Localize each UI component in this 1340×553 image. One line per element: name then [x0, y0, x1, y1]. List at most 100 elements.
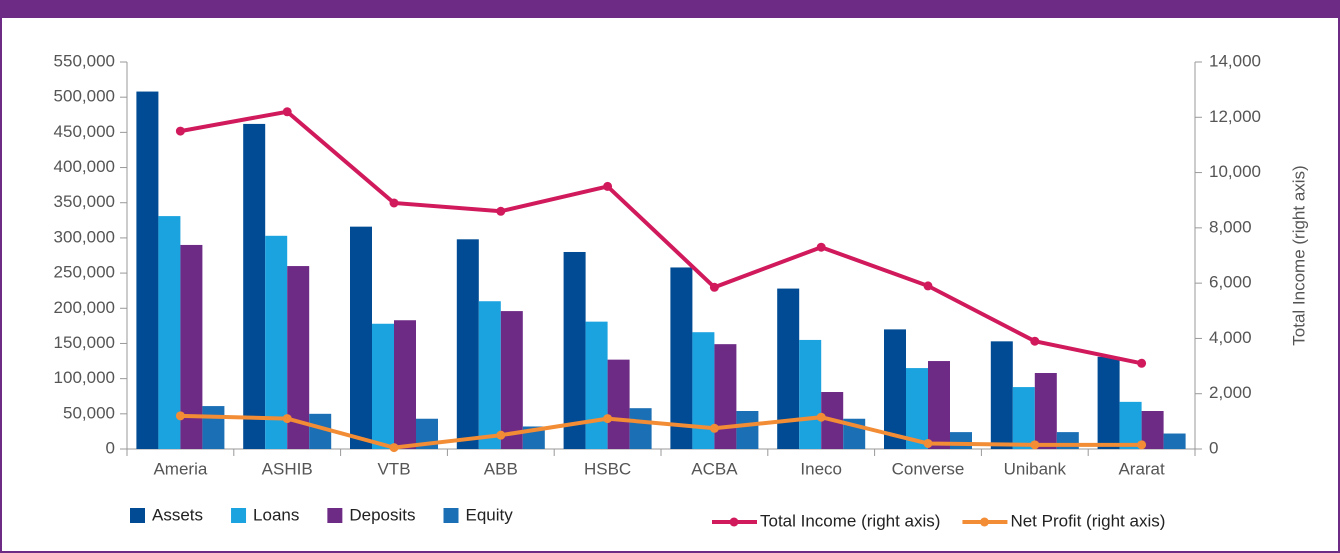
- bar: [1163, 433, 1186, 449]
- bar: [928, 361, 950, 449]
- point: [389, 443, 399, 453]
- x-tick-label: Ararat: [1118, 459, 1165, 478]
- y2-tick-label: 10,000: [1209, 162, 1261, 181]
- bar: [500, 311, 523, 449]
- bar: [265, 235, 288, 449]
- point: [709, 423, 719, 433]
- point: [496, 430, 506, 440]
- y-tick-label: 250,000: [54, 263, 115, 282]
- legend-swatch: [443, 508, 459, 523]
- bar: [394, 320, 416, 449]
- bar: [243, 123, 266, 450]
- y-tick-label: 100,000: [54, 368, 115, 387]
- bar: [670, 267, 693, 449]
- point: [1030, 440, 1040, 450]
- point: [1137, 440, 1147, 450]
- point: [709, 282, 719, 292]
- bar: [714, 344, 737, 449]
- line: [180, 413, 1142, 450]
- x-tick-label: HSBC: [584, 459, 631, 478]
- point: [816, 412, 826, 422]
- point: [603, 414, 613, 424]
- y-tick-label: 200,000: [54, 298, 115, 317]
- header-bar: [0, 0, 1340, 18]
- bar: [202, 406, 225, 449]
- y-tick-label: 550,000: [54, 51, 115, 70]
- point: [496, 206, 506, 216]
- legend-marker: [729, 517, 739, 527]
- y-tick-label: 0: [106, 438, 115, 457]
- bar: [478, 301, 501, 449]
- y2-tick-label: 12,000: [1209, 107, 1261, 126]
- bar: [372, 323, 394, 449]
- bar: [990, 341, 1013, 449]
- y-tick-label: 400,000: [54, 157, 115, 176]
- point: [175, 126, 185, 136]
- bar: [799, 339, 822, 449]
- y2-tick-label: 8,000: [1209, 217, 1252, 236]
- legend-label: Net Profit (right axis): [1010, 511, 1165, 530]
- bar: [180, 244, 203, 449]
- legend-label: Assets: [152, 505, 203, 524]
- legend-label: Equity: [466, 505, 514, 524]
- y2-tick-label: 2,000: [1209, 383, 1252, 402]
- y-tick-label: 150,000: [54, 333, 115, 352]
- y-tick-label: 450,000: [54, 122, 115, 141]
- bar: [563, 251, 586, 449]
- bar: [607, 359, 630, 449]
- point: [603, 181, 613, 191]
- y2-axis-label: Total Income (right axis): [1289, 165, 1308, 345]
- y-tick-label: 350,000: [54, 192, 115, 211]
- line: [180, 109, 1143, 366]
- legend-marker: [979, 517, 989, 527]
- bar: [585, 321, 608, 449]
- bar: [1119, 401, 1142, 449]
- bar: [1097, 356, 1120, 449]
- bar: [1012, 387, 1035, 449]
- bar: [309, 413, 332, 449]
- point: [816, 242, 826, 252]
- bar: [1141, 411, 1164, 449]
- point: [389, 198, 399, 208]
- y-tick-label: 50,000: [63, 403, 115, 422]
- y2-tick-label: 4,000: [1209, 328, 1252, 347]
- bar: [136, 91, 159, 449]
- bar: [629, 408, 652, 449]
- point: [282, 107, 292, 117]
- y2-tick-label: 14,000: [1209, 51, 1261, 70]
- bar: [350, 226, 372, 449]
- bar: [158, 216, 181, 449]
- legend-swatch: [327, 508, 343, 523]
- bar: [692, 332, 715, 449]
- x-tick-label: VTB: [377, 459, 410, 478]
- x-tick-label: ABB: [484, 459, 518, 478]
- x-tick-label: Ineco: [800, 459, 842, 478]
- x-tick-label: ASHIB: [262, 459, 313, 478]
- y-tick-label: 500,000: [54, 87, 115, 106]
- legend-swatch: [231, 508, 247, 523]
- y2-tick-label: 6,000: [1209, 273, 1252, 292]
- bar: [1034, 373, 1057, 449]
- legend-label: Deposits: [349, 505, 415, 524]
- legend-swatch: [130, 508, 145, 523]
- y2-tick-label: 0: [1209, 438, 1218, 457]
- point: [175, 411, 185, 421]
- legend-label: Total Income (right axis): [760, 511, 940, 530]
- bar: [777, 288, 800, 449]
- bar: [456, 239, 479, 449]
- x-tick-label: Unibank: [1004, 459, 1067, 478]
- bar: [884, 329, 906, 449]
- point: [1137, 358, 1147, 368]
- point: [923, 438, 933, 448]
- bar: [950, 432, 972, 449]
- x-tick-label: ACBA: [691, 459, 738, 478]
- bar: [906, 368, 928, 449]
- x-tick-label: Ameria: [153, 459, 207, 478]
- y-tick-label: 300,000: [54, 227, 115, 246]
- point: [923, 281, 933, 291]
- legend-label: Loans: [253, 505, 299, 524]
- point: [282, 414, 292, 424]
- x-tick-label: Converse: [892, 459, 965, 478]
